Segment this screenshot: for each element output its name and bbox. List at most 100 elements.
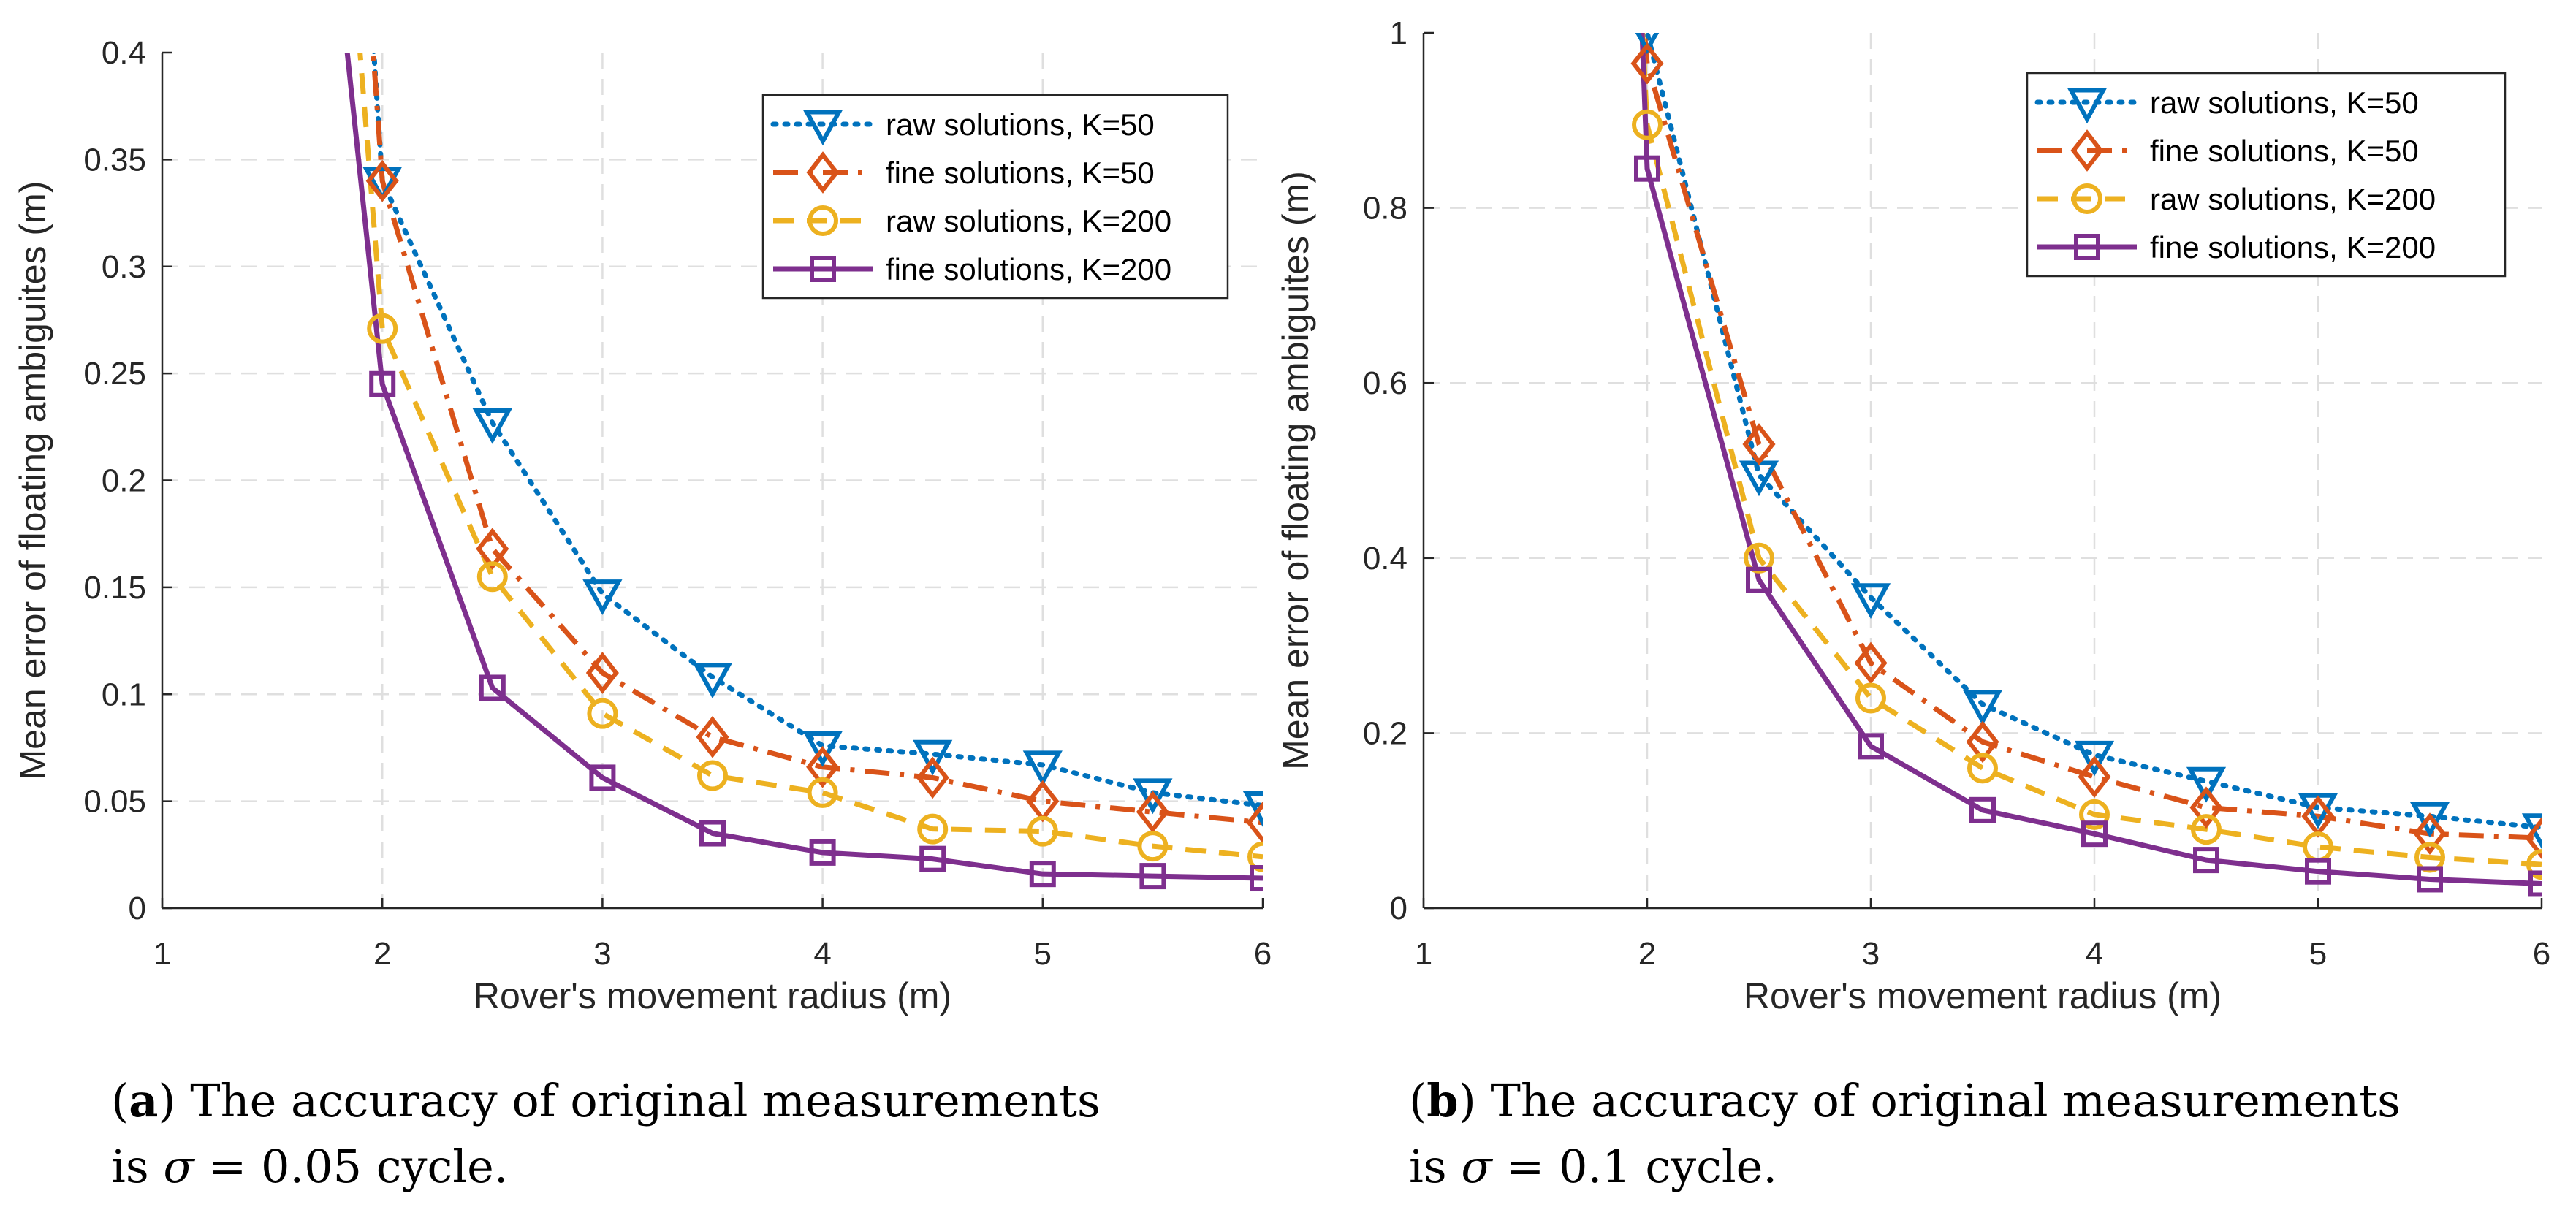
series-line-a-4 [344, 53, 1263, 881]
data-point-a-4 [919, 845, 946, 872]
caption-a-text: The accuracy of original measurements [175, 1074, 1101, 1127]
x-tick-label-b: 3 [1862, 936, 1880, 972]
data-point-a-2 [476, 528, 509, 571]
data-point-b-2 [1966, 720, 1999, 764]
y-tick-label-b: 0.2 [1363, 715, 1407, 751]
legend-label-a-1: raw solutions, K=50 [886, 107, 1155, 142]
caption-b-line2: is σ = 0.1 cycle. [1409, 1134, 2401, 1200]
x-tick-label-b: 5 [2309, 936, 2327, 972]
y-tick-label-b: 0 [1390, 891, 1407, 926]
data-point-b-4 [2193, 847, 2219, 874]
data-point-a-3 [1247, 841, 1263, 872]
x-tick-label-a: 5 [1034, 936, 1052, 972]
data-point-b-1 [2409, 802, 2450, 838]
legend-a: raw solutions, K=50 fine solutions, K=50 r… [761, 94, 1229, 300]
y-tick-label-a: 0.35 [83, 142, 146, 178]
data-point-b-1 [1635, 33, 1660, 55]
y-tick-label-b: 0.4 [1363, 541, 1407, 576]
x-tick-label-a: 6 [1254, 936, 1272, 972]
legend-label-a-4: fine solutions, K=200 [886, 252, 1171, 286]
data-point-b-2 [1630, 42, 1664, 85]
data-point-a-4 [1250, 865, 1263, 892]
data-point-b-4 [1746, 566, 1772, 593]
legend-marker-a-1 [802, 110, 843, 146]
data-point-b-3 [2079, 799, 2110, 830]
x-tick-label-a: 4 [813, 936, 831, 972]
data-point-a-3 [1027, 815, 1058, 847]
data-point-b-1 [2074, 740, 2115, 777]
caption-a-tag: a [129, 1074, 159, 1127]
data-point-b-2 [1742, 423, 1776, 465]
y-tick-label-a: 0.15 [83, 570, 146, 606]
legend-box-a [761, 94, 1229, 300]
data-point-a-2 [916, 756, 949, 799]
data-point-a-1 [582, 579, 623, 615]
data-point-b-2 [2525, 817, 2542, 860]
chart-b: 1 2 3 4 5 6 0 0.2 0.4 0.6 0.8 1 Rover's movement rad… [1275, 15, 2550, 1016]
data-point-a-1 [913, 739, 953, 776]
legend-label-b-1: raw solutions, K=50 [2150, 85, 2419, 120]
data-point-a-3 [917, 813, 949, 845]
y-tick-label-a: 0.3 [102, 249, 146, 285]
legend-label-b-2: fine solutions, K=50 [2150, 134, 2419, 168]
x-tick-label-a: 1 [153, 936, 171, 972]
caption-b-sigma: σ [1461, 1140, 1492, 1193]
data-point-a-4 [369, 370, 396, 397]
legend-label-b-3: raw solutions, K=200 [2150, 182, 2436, 216]
data-point-b-1 [1962, 690, 2003, 726]
series-line-b-4 [1639, 33, 2542, 886]
data-point-a-1 [802, 731, 843, 767]
caption-b-text: The accuracy of original measurements [1475, 1074, 2401, 1127]
data-point-a-3 [476, 561, 508, 593]
caption-a-line1: (a) The accuracy of original measurement… [111, 1074, 1101, 1127]
caption-b-line1: (b) The accuracy of original measurement… [1409, 1074, 2401, 1127]
data-point-a-4 [809, 839, 836, 866]
y-tick-label-a: 0.1 [102, 677, 146, 712]
data-point-b-4 [2081, 820, 2108, 848]
x-tick-label-b: 2 [1638, 936, 1656, 972]
legend-marker-b-3 [2072, 183, 2102, 214]
data-point-b-3 [1855, 682, 1886, 714]
legend-marker-a-3 [808, 205, 838, 236]
data-point-a-2 [1136, 791, 1169, 834]
x-tick-label-b: 1 [1415, 936, 1432, 972]
y-tick-label-b: 0.6 [1363, 365, 1407, 401]
x-axis-title-b: Rover's movement radius (m) [1744, 975, 2222, 1016]
y-tick-label-a: 0.2 [102, 463, 146, 499]
data-point-b-2 [1854, 641, 1888, 685]
series-line-a-2 [371, 53, 1263, 826]
data-point-b-3 [1632, 109, 1663, 140]
legend-label-b-4: fine solutions, K=200 [2150, 230, 2436, 264]
data-point-a-3 [697, 760, 728, 791]
data-point-b-4 [2417, 866, 2443, 893]
legend-marker-b-4 [2074, 234, 2100, 260]
y-tick-label-a: 0.05 [83, 784, 146, 820]
caption-a-suffix: = 0.05 cycle. [194, 1140, 509, 1193]
data-point-b-2 [2078, 755, 2111, 799]
caption-a-sigma: σ [163, 1140, 194, 1193]
data-point-a-2 [365, 159, 399, 202]
data-point-a-1 [362, 167, 403, 202]
data-point-b-2 [2189, 786, 2223, 829]
legend-marker-a-4 [810, 256, 836, 282]
data-point-a-2 [696, 715, 729, 758]
caption-b-prefix: is [1409, 1140, 1462, 1193]
x-tick-label-a: 2 [373, 936, 391, 972]
x-tick-label-a: 3 [593, 936, 611, 972]
data-point-a-3 [1137, 831, 1169, 862]
legend-marker-b-2 [2070, 129, 2104, 172]
data-point-a-3 [587, 698, 618, 729]
caption-b-suffix: = 0.1 cycle. [1492, 1140, 1778, 1193]
caption-b-tag: b [1426, 1074, 1459, 1127]
caption-b: (b) The accuracy of original measurement… [1409, 1068, 2401, 1200]
data-point-a-2 [806, 745, 840, 788]
data-point-a-4 [1139, 863, 1166, 890]
data-point-a-2 [1246, 802, 1263, 844]
series-line-b-2 [1641, 33, 2542, 841]
data-point-a-1 [472, 408, 512, 444]
caption-a-line2: is σ = 0.05 cycle. [111, 1134, 1101, 1200]
data-point-a-1 [1242, 791, 1263, 827]
data-point-b-1 [1850, 583, 1891, 619]
data-point-a-4 [479, 674, 506, 701]
